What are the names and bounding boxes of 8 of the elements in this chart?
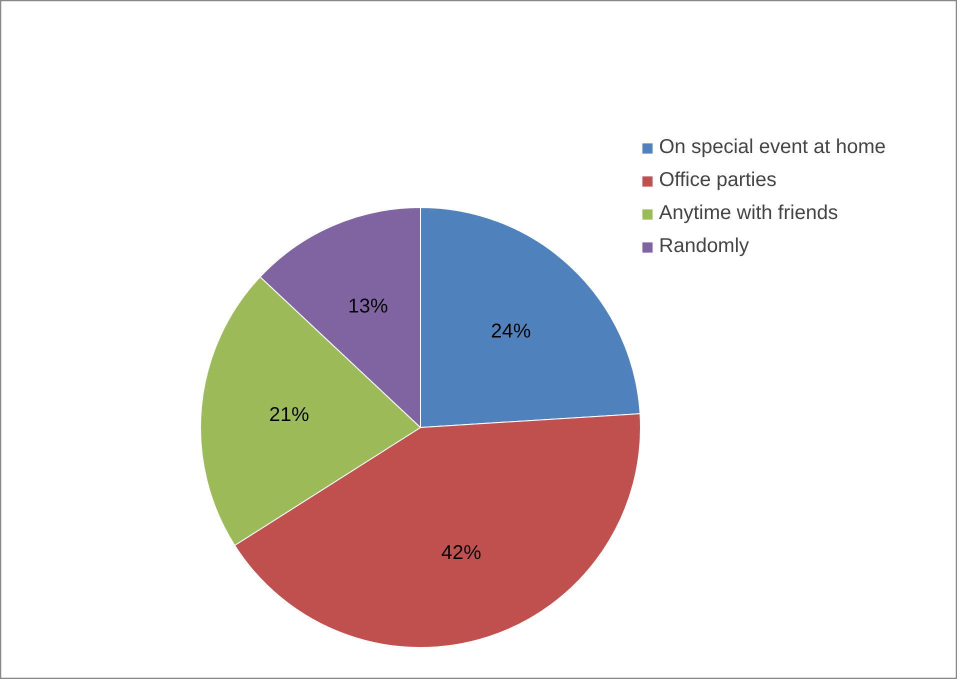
legend-label: Randomly (659, 235, 750, 258)
data-label: 21% (269, 404, 310, 426)
legend-label: Anytime with friends (659, 202, 838, 225)
data-label: 13% (348, 295, 388, 318)
legend-label: Office parties (659, 169, 776, 192)
data-label: 24% (490, 320, 532, 342)
data-label: 42% (441, 542, 482, 564)
legend-label: On special event at home (659, 136, 886, 159)
